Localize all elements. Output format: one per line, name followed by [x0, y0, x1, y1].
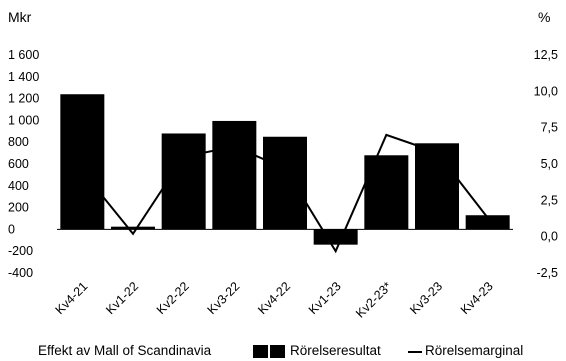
right-tick-label: 7,5 — [541, 121, 558, 135]
category-label: Kv3-22 — [205, 279, 243, 317]
right-tick-label: 10,0 — [534, 84, 558, 98]
right-tick-label: 0,0 — [541, 230, 558, 244]
left-tick-label: -400 — [8, 266, 33, 280]
category-label: Kv1-23 — [306, 279, 344, 317]
category-label: Kv2-23* — [353, 279, 394, 320]
bar — [415, 143, 459, 230]
category-label: Kv4-22 — [255, 279, 293, 317]
chart: Mkr % 1 600 1 400 1 200 1 000 800 600 400 200 0 -… — [8, 9, 558, 321]
left-tick-label: 200 — [8, 201, 29, 215]
legend: Effekt av Mall of Scandinavia Rörelseres… — [0, 341, 566, 361]
left-tick-label: 1 400 — [8, 70, 39, 84]
bar — [60, 94, 105, 230]
category-label: Kv2-22 — [154, 279, 192, 317]
legend-bar-swatch — [253, 345, 285, 358]
right-axis-unit: % — [538, 9, 550, 25]
left-tick-label: -200 — [8, 244, 33, 258]
legend-bar-label: Rörelseresultat — [290, 343, 381, 358]
bar — [212, 120, 257, 230]
right-tick-label: 12,5 — [534, 48, 558, 62]
left-tick-label: 1 000 — [8, 113, 39, 127]
legend-note: Effekt av Mall of Scandinavia — [38, 343, 212, 358]
right-tick-label: 2,5 — [541, 193, 558, 207]
right-axis: 12,5 10,0 7,5 5,0 2,5 0,0 -2,5 — [534, 48, 558, 280]
right-tick-label: -2,5 — [536, 266, 558, 280]
bar — [161, 133, 206, 230]
left-tick-label: 0 — [8, 222, 15, 236]
category-label: Kv4-23 — [458, 279, 496, 317]
left-tick-label: 1 200 — [8, 92, 39, 106]
left-axis-unit: Mkr — [8, 9, 32, 25]
bar — [313, 229, 358, 245]
line-series — [81, 133, 489, 254]
legend-line-label: Rörelsemarginal — [425, 343, 524, 358]
left-tick-label: 600 — [8, 157, 29, 171]
left-tick-label: 400 — [8, 179, 29, 193]
category-label: Kv3-23 — [407, 279, 445, 317]
left-tick-label: 800 — [8, 135, 29, 149]
category-axis: Kv4-21 Kv1-22 Kv2-22 Kv3-22 Kv4-22 Kv1-23 Kv2-… — [53, 279, 496, 320]
legend-line-swatch — [408, 351, 422, 353]
category-label: Kv4-21 — [53, 279, 91, 317]
bar — [111, 226, 155, 230]
bar — [263, 136, 307, 230]
left-axis: 1 600 1 400 1 200 1 000 800 600 400 200 0 -200 -40… — [8, 48, 39, 280]
right-tick-label: 5,0 — [541, 157, 558, 171]
left-tick-label: 1 600 — [8, 48, 39, 62]
margin-line-path — [81, 133, 489, 254]
bar — [465, 215, 510, 230]
category-label: Kv1-22 — [103, 279, 141, 317]
bar — [364, 155, 409, 230]
